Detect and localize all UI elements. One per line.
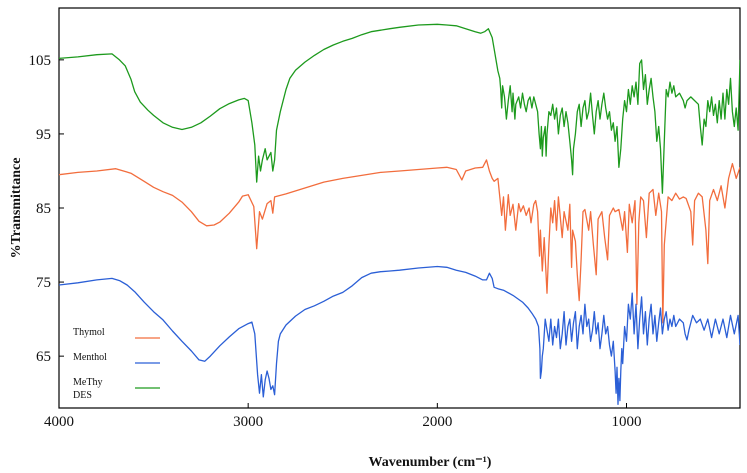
x-tick-label: 3000 xyxy=(233,414,263,430)
x-tick-label: 1000 xyxy=(612,414,642,430)
legend: Thymol Menthol MeThy DES xyxy=(73,327,160,401)
series-layer xyxy=(59,23,740,405)
y-tick-label: 75 xyxy=(36,275,51,291)
legend-label-methy-des: MeThy DES xyxy=(73,377,102,401)
y-axis-title: %Transmittance xyxy=(9,158,24,259)
series-line-methy-des xyxy=(59,23,740,194)
y-tick-label: 105 xyxy=(29,53,52,69)
series-line-menthol xyxy=(59,265,740,405)
x-tick-label: 4000 xyxy=(44,414,74,430)
legend-label-menthol: Menthol xyxy=(73,352,107,363)
y-axis-ticks: 65 75 85 95 105 xyxy=(29,53,64,365)
series-line-thymol xyxy=(59,159,740,324)
y-tick-label: 95 xyxy=(36,127,51,143)
x-tick-label: 2000 xyxy=(422,414,452,430)
y-tick-label: 85 xyxy=(36,201,51,217)
x-axis-ticks: 4000 3000 2000 1000 xyxy=(44,403,642,430)
legend-label-thymol: Thymol xyxy=(73,327,105,338)
y-tick-label: 65 xyxy=(36,349,51,365)
x-axis-title: Wavenumber (cm⁻¹) xyxy=(369,455,492,470)
